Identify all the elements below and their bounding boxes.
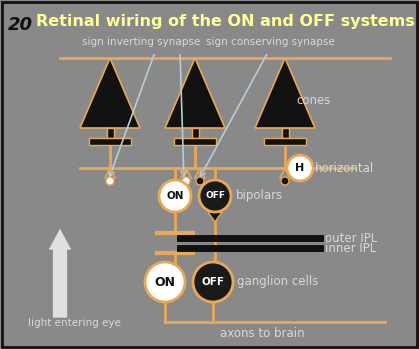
Text: H: H [295,163,305,173]
Circle shape [287,155,313,181]
Text: cones: cones [296,94,330,106]
Text: 20: 20 [8,16,33,34]
Bar [282,128,289,138]
Text: axons to brain: axons to brain [220,327,305,340]
Circle shape [281,177,289,185]
Polygon shape [80,58,140,128]
FancyArrow shape [48,228,72,318]
Polygon shape [165,58,225,128]
Circle shape [182,177,190,185]
Text: light entering eye: light entering eye [28,318,121,328]
Bar [191,128,199,138]
Text: outer IPL: outer IPL [325,231,377,245]
Text: OFF: OFF [202,277,225,287]
Text: ON: ON [166,191,184,201]
Text: bipolars: bipolars [236,190,283,202]
Text: sign inverting synapse: sign inverting synapse [82,37,200,47]
Circle shape [145,262,185,302]
Bar [174,138,216,145]
Text: sign conserving synapse: sign conserving synapse [206,37,335,47]
Circle shape [199,180,231,212]
Text: horizontal: horizontal [315,162,374,174]
Text: Retinal wiring of the ON and OFF systems: Retinal wiring of the ON and OFF systems [36,14,415,29]
Text: ON: ON [155,275,176,289]
Polygon shape [208,212,222,222]
Circle shape [106,177,114,185]
Bar [106,128,114,138]
Bar [264,138,306,145]
Text: inner IPL: inner IPL [325,242,376,254]
Circle shape [196,177,204,185]
Text: ganglion cells: ganglion cells [237,275,318,289]
Circle shape [193,262,233,302]
Text: OFF: OFF [205,192,225,200]
Polygon shape [255,58,315,128]
Circle shape [159,180,191,212]
Bar [89,138,131,145]
